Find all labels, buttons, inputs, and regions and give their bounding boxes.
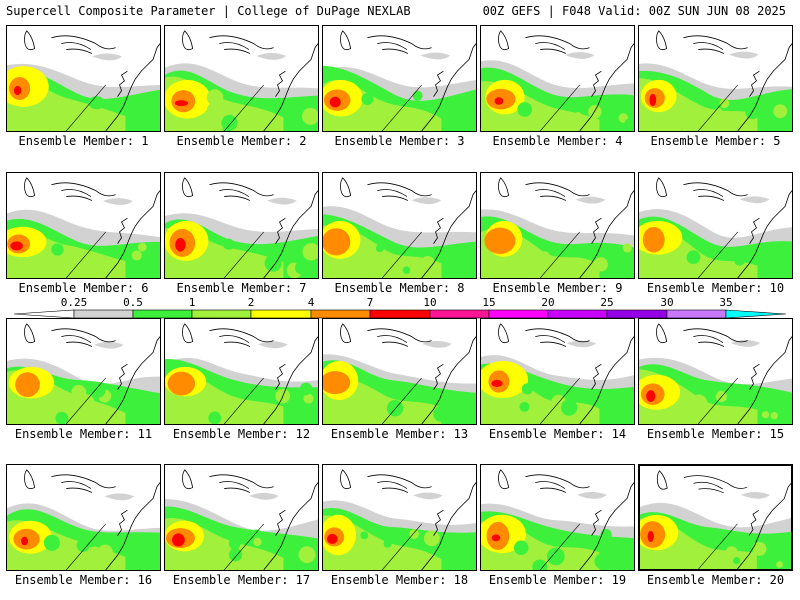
colorbar-tick-label: 15 bbox=[482, 296, 496, 309]
ensemble-map-panel-14[interactable] bbox=[480, 318, 635, 425]
ensemble-map-panel-12[interactable] bbox=[164, 318, 319, 425]
colorbar-tick-label: 1 bbox=[188, 296, 196, 309]
ensemble-map-panel-6[interactable] bbox=[6, 172, 161, 279]
colorbar-segment bbox=[13, 309, 75, 319]
colorbar-tick-label: 10 bbox=[423, 296, 437, 309]
ensemble-member-label: Ensemble Member: 5 bbox=[650, 134, 781, 148]
ensemble-map-panel-16[interactable] bbox=[6, 464, 161, 571]
scp-map bbox=[481, 30, 634, 131]
colorbar-segment bbox=[606, 309, 668, 319]
colorbar-segment bbox=[429, 309, 490, 319]
ensemble-member-label: Ensemble Member: 6 bbox=[18, 281, 149, 295]
colorbar-segment bbox=[73, 309, 134, 319]
ensemble-member-label: Ensemble Member: 18 bbox=[330, 573, 469, 587]
colorbar-segment bbox=[250, 309, 312, 319]
ensemble-member-label: Ensemble Member: 10 bbox=[646, 281, 785, 295]
colorbar-segment bbox=[666, 309, 727, 319]
colorbar-tick-label: 7 bbox=[366, 296, 374, 309]
ensemble-map-panel-18[interactable] bbox=[322, 464, 477, 571]
ensemble-member-label: Ensemble Member: 20 bbox=[646, 573, 785, 587]
colorbar-segment bbox=[132, 309, 193, 319]
ensemble-member-label: Ensemble Member: 9 bbox=[492, 281, 623, 295]
ensemble-member-label: Ensemble Member: 17 bbox=[172, 573, 311, 587]
colorbar-segment bbox=[488, 309, 549, 319]
scp-map bbox=[323, 469, 476, 570]
ensemble-member-label: Ensemble Member: 1 bbox=[18, 134, 149, 148]
colorbar-segment bbox=[725, 309, 787, 319]
scp-map bbox=[7, 469, 160, 570]
scp-map bbox=[640, 470, 791, 569]
ensemble-map-panel-19[interactable] bbox=[480, 464, 635, 571]
ensemble-map-panel-9[interactable] bbox=[480, 172, 635, 279]
scp-map bbox=[165, 323, 318, 424]
scp-map bbox=[165, 469, 318, 570]
ensemble-member-label: Ensemble Member: 12 bbox=[172, 427, 311, 441]
scp-map bbox=[165, 177, 318, 278]
ensemble-map-panel-13[interactable] bbox=[322, 318, 477, 425]
ensemble-member-label: Ensemble Member: 15 bbox=[646, 427, 785, 441]
ensemble-member-label: Ensemble Member: 14 bbox=[488, 427, 627, 441]
ensemble-map-panel-5[interactable] bbox=[638, 25, 793, 132]
scp-map bbox=[7, 323, 160, 424]
scp-map bbox=[481, 469, 634, 570]
ensemble-map-panel-3[interactable] bbox=[322, 25, 477, 132]
colorbar-segment bbox=[191, 309, 252, 319]
scp-map bbox=[7, 177, 160, 278]
scp-map bbox=[323, 177, 476, 278]
ensemble-map-panel-1[interactable] bbox=[6, 25, 161, 132]
ensemble-map-panel-8[interactable] bbox=[322, 172, 477, 279]
ensemble-map-panel-10[interactable] bbox=[638, 172, 793, 279]
ensemble-member-label: Ensemble Member: 19 bbox=[488, 573, 627, 587]
ensemble-map-panel-7[interactable] bbox=[164, 172, 319, 279]
ensemble-member-label: Ensemble Member: 8 bbox=[334, 281, 465, 295]
scp-map bbox=[639, 177, 792, 278]
colorbar-tick-label: 20 bbox=[541, 296, 555, 309]
ensemble-member-label: Ensemble Member: 16 bbox=[14, 573, 153, 587]
scp-map bbox=[639, 30, 792, 131]
ensemble-member-label: Ensemble Member: 4 bbox=[492, 134, 623, 148]
colorbar-tick-label: 2 bbox=[247, 296, 255, 309]
map-title: Supercell Composite Parameter | College … bbox=[6, 4, 411, 18]
scp-map bbox=[639, 323, 792, 424]
ensemble-map-panel-15[interactable] bbox=[638, 318, 793, 425]
colorbar-tick-label: 25 bbox=[600, 296, 614, 309]
scp-map bbox=[481, 177, 634, 278]
ensemble-member-label: Ensemble Member: 7 bbox=[176, 281, 307, 295]
scp-map bbox=[165, 30, 318, 131]
colorbar-segment bbox=[369, 309, 431, 319]
scp-map bbox=[481, 323, 634, 424]
colorbar-tick-label: 0.25 bbox=[60, 296, 88, 309]
ensemble-map-panel-17[interactable] bbox=[164, 464, 319, 571]
ensemble-member-label: Ensemble Member: 11 bbox=[14, 427, 153, 441]
colorbar-segment bbox=[310, 309, 371, 319]
colorbar bbox=[13, 309, 787, 319]
scp-map bbox=[323, 323, 476, 424]
colorbar-tick-label: 35 bbox=[719, 296, 733, 309]
ensemble-map-panel-2[interactable] bbox=[164, 25, 319, 132]
ensemble-map-panel-4[interactable] bbox=[480, 25, 635, 132]
colorbar-tick-label: 4 bbox=[307, 296, 315, 309]
colorbar-tick-label: 0.5 bbox=[123, 296, 143, 309]
ensemble-member-label: Ensemble Member: 2 bbox=[176, 134, 307, 148]
colorbar-tick-label: 30 bbox=[660, 296, 674, 309]
scp-map bbox=[7, 30, 160, 131]
ensemble-member-label: Ensemble Member: 3 bbox=[334, 134, 465, 148]
ensemble-map-panel-11[interactable] bbox=[6, 318, 161, 425]
run-info: 00Z GEFS | F048 Valid: 00Z SUN JUN 08 20… bbox=[482, 4, 786, 18]
scp-map bbox=[323, 30, 476, 131]
ensemble-member-label: Ensemble Member: 13 bbox=[330, 427, 469, 441]
ensemble-map-panel-20[interactable] bbox=[638, 464, 793, 571]
colorbar-segment bbox=[547, 309, 608, 319]
